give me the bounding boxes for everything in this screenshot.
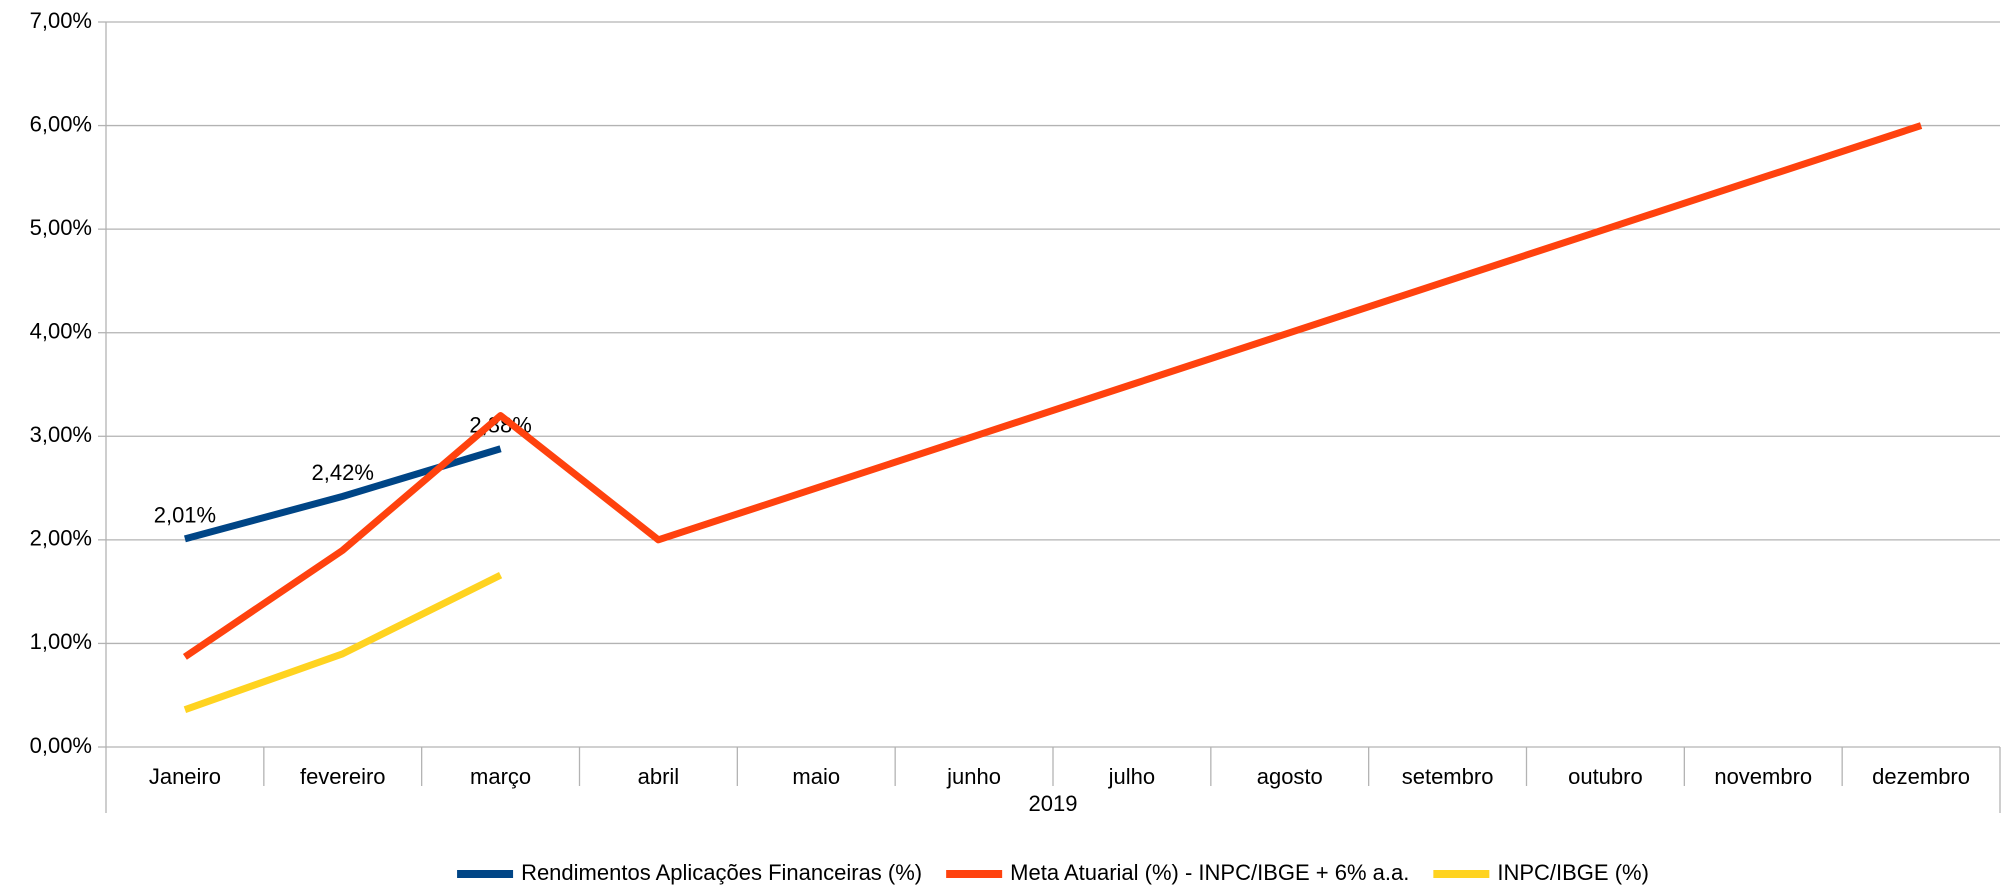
y-tick-label: 1,00%: [30, 629, 92, 654]
x-tick-label: abril: [638, 764, 680, 789]
legend-label: Meta Atuarial (%) - INPC/IBGE + 6% a.a.: [1010, 860, 1409, 885]
x-tick-label: maio: [792, 764, 840, 789]
y-tick-label: 3,00%: [30, 422, 92, 447]
y-tick-label: 4,00%: [30, 319, 92, 344]
x-tick-label: junho: [946, 764, 1001, 789]
x-tick-label: dezembro: [1872, 764, 1970, 789]
x-tick-label: fevereiro: [300, 764, 386, 789]
y-tick-label: 7,00%: [30, 8, 92, 33]
y-tick-label: 5,00%: [30, 215, 92, 240]
x-tick-label: Janeiro: [149, 764, 221, 789]
data-label: 2,42%: [312, 460, 374, 485]
series-line: [183, 571, 503, 714]
y-tick-label: 2,00%: [30, 526, 92, 551]
x-group-label: 2019: [1029, 791, 1078, 816]
series-line: [182, 122, 1923, 660]
x-tick-label: julho: [1108, 764, 1155, 789]
y-tick-label: 0,00%: [30, 733, 92, 758]
x-tick-label: setembro: [1402, 764, 1494, 789]
data-label: 2,01%: [154, 503, 216, 528]
x-tick-label: novembro: [1714, 764, 1812, 789]
legend-label: INPC/IBGE (%): [1497, 860, 1649, 885]
x-tick-label: outubro: [1568, 764, 1643, 789]
x-tick-label: março: [470, 764, 531, 789]
legend-label: Rendimentos Aplicações Financeiras (%): [521, 860, 922, 885]
x-tick-label: agosto: [1257, 764, 1323, 789]
y-tick-label: 6,00%: [30, 111, 92, 136]
